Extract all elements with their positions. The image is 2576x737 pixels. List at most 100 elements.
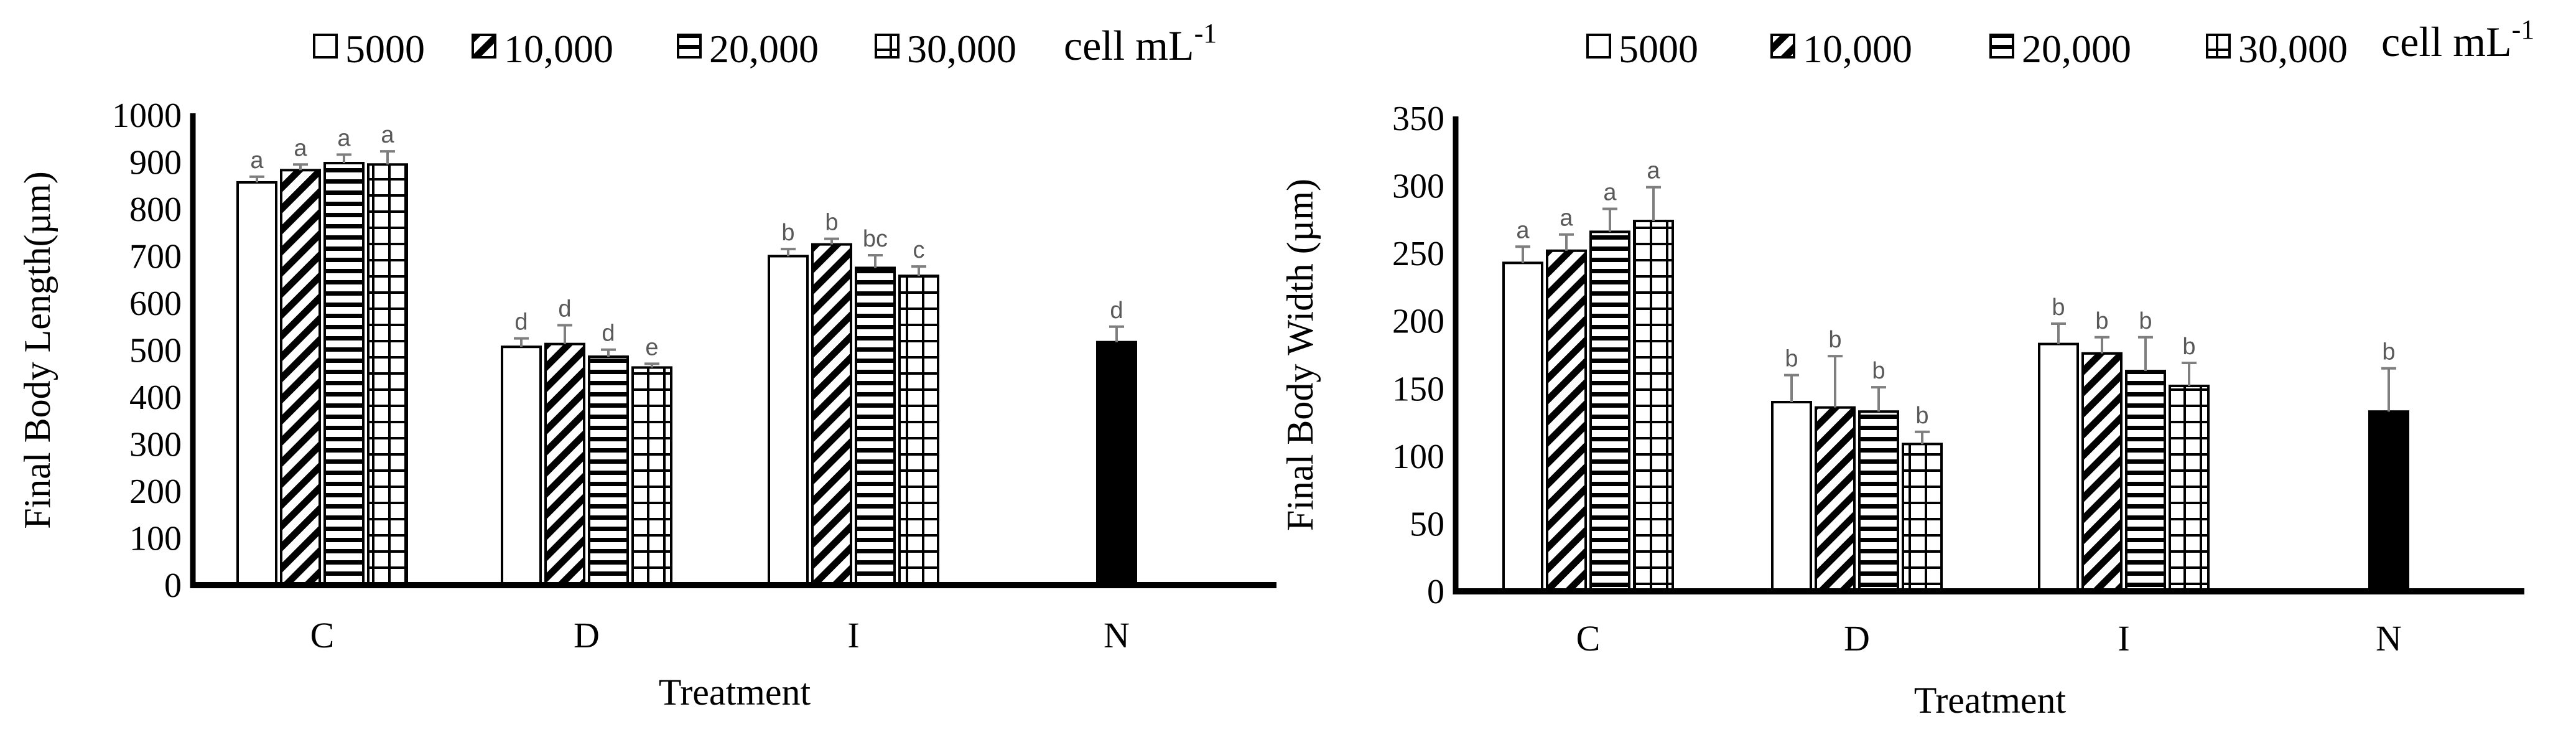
legend-label-10000: 10,000 bbox=[1803, 27, 1912, 71]
bar-I-30000 bbox=[2169, 384, 2210, 593]
y-tick-label: 200 bbox=[129, 472, 182, 511]
significance-label: b bbox=[1785, 346, 1798, 372]
significance-label: b bbox=[1828, 327, 1841, 353]
legend-unit-superscript: -1 bbox=[1194, 18, 1217, 49]
bar-C-30000 bbox=[1633, 220, 1674, 593]
significance-label: b bbox=[825, 210, 838, 236]
x-axis-title: Treatment bbox=[1914, 680, 2067, 721]
bar-D-20000 bbox=[1858, 410, 1899, 593]
significance-label: d bbox=[1110, 298, 1123, 324]
y-tick-label: 900 bbox=[129, 144, 182, 182]
significance-label: c bbox=[913, 237, 925, 263]
legend-label-20000: 20,000 bbox=[2022, 27, 2131, 71]
legend-label-5000: 5000 bbox=[345, 27, 425, 71]
y-tick-label: 1000 bbox=[112, 96, 182, 135]
bar-C-10000 bbox=[1546, 249, 1587, 593]
significance-label: e bbox=[645, 334, 658, 360]
legend-swatch-5000 bbox=[313, 34, 338, 59]
legend-swatch-20000 bbox=[677, 34, 702, 59]
y-tick-label: 150 bbox=[1392, 370, 1444, 408]
legend-label-20000: 20,000 bbox=[709, 27, 819, 71]
x-category-label: D bbox=[1844, 618, 1870, 659]
bar-C-5000 bbox=[1502, 261, 1543, 593]
y-tick-label: 800 bbox=[129, 190, 182, 229]
y-tick-label: 250 bbox=[1392, 235, 1444, 273]
legend-label-30000: 30,000 bbox=[2238, 27, 2348, 71]
significance-label: a bbox=[337, 125, 351, 151]
x-axis-title: Treatment bbox=[659, 672, 811, 713]
y-tick-label: 300 bbox=[1392, 167, 1444, 206]
y-tick-label: 700 bbox=[129, 238, 182, 276]
significance-label: a bbox=[250, 148, 264, 174]
significance-label: a bbox=[1516, 217, 1530, 243]
significance-label: a bbox=[1647, 158, 1660, 184]
legend-label-5000: 5000 bbox=[1619, 27, 1698, 71]
y-tick-label: 400 bbox=[129, 378, 182, 417]
bar-C-20000 bbox=[1589, 230, 1630, 593]
legend-label-30000: 30,000 bbox=[907, 27, 1016, 71]
bar-C-20000 bbox=[323, 162, 365, 586]
legend-unit: cell mL-1 bbox=[1064, 18, 1217, 69]
x-category-label: N bbox=[1104, 615, 1130, 655]
y-tick-label: 0 bbox=[1427, 573, 1444, 611]
bar-I-30000 bbox=[898, 275, 939, 586]
x-category-label: D bbox=[574, 615, 600, 655]
bar-I-20000 bbox=[855, 266, 896, 586]
legend-swatch-5000 bbox=[1586, 34, 1611, 59]
legend-label-10000: 10,000 bbox=[504, 27, 613, 71]
significance-label: a bbox=[381, 122, 394, 148]
legend-swatch-10000 bbox=[1770, 34, 1795, 59]
bar-I-20000 bbox=[2125, 370, 2166, 593]
x-category-label: I bbox=[2118, 618, 2129, 659]
y-tick-label: 100 bbox=[1392, 438, 1444, 476]
bar-I-10000 bbox=[811, 243, 852, 586]
legend-unit-text: cell mL bbox=[1064, 22, 1194, 69]
y-tick-label: 200 bbox=[1392, 303, 1444, 341]
x-category-label: N bbox=[2376, 618, 2402, 659]
significance-label: b bbox=[1915, 403, 1928, 429]
legend-swatch-30000 bbox=[875, 34, 900, 59]
y-tick-label: 350 bbox=[1392, 100, 1444, 138]
bar-D-10000 bbox=[1815, 406, 1856, 593]
bar-D-10000 bbox=[544, 342, 585, 586]
x-category-label: I bbox=[847, 615, 859, 655]
significance-label: b bbox=[1872, 358, 1885, 384]
bar-C-5000 bbox=[236, 181, 277, 586]
significance-label: a bbox=[1603, 179, 1617, 205]
bar-D-20000 bbox=[588, 355, 629, 586]
bar-C-10000 bbox=[280, 169, 321, 586]
legend-swatch-20000 bbox=[1989, 34, 2014, 59]
legend-unit: cell mL-1 bbox=[2381, 14, 2534, 65]
significance-label: b bbox=[2139, 308, 2152, 334]
x-category-label: C bbox=[1576, 618, 1601, 659]
bar-I-5000 bbox=[2038, 342, 2079, 593]
legend-unit-superscript: -1 bbox=[2512, 14, 2535, 45]
significance-label: b bbox=[2382, 339, 2395, 365]
body-width-chart: 0 50 100 150 200 250 300 350 Final Body Width (µ… bbox=[1280, 100, 2524, 721]
bar-I-5000 bbox=[768, 255, 809, 586]
legend-right: 5000 10,000 20,000 30,000 cell mL-1 bbox=[1586, 14, 2534, 71]
significance-label: a bbox=[1560, 205, 1573, 232]
y-axis-title: Final Body Width (µm) bbox=[1280, 179, 1321, 531]
bar-N-ControlN bbox=[1096, 340, 1137, 586]
significance-label: d bbox=[602, 321, 615, 347]
bar-D-30000 bbox=[1902, 443, 1943, 593]
body-length-chart: 0 100 200 300 400 500 600 700 800 900 1000 Final Bo… bbox=[17, 96, 1276, 713]
significance-label: d bbox=[514, 309, 528, 336]
y-tick-label: 500 bbox=[129, 332, 182, 370]
y-tick-label: 0 bbox=[164, 566, 182, 605]
bar-D-5000 bbox=[501, 345, 542, 587]
y-axis-title: Final Body Length(µm) bbox=[17, 171, 58, 529]
legend-swatch-10000 bbox=[472, 34, 496, 59]
legend-left: 5000 10,000 20,000 30,000 cell mL-1 bbox=[313, 18, 1217, 71]
significance-label: bc bbox=[863, 226, 888, 252]
bar-N-ControlN bbox=[2368, 410, 2409, 593]
bar-C-30000 bbox=[367, 163, 408, 586]
significance-label: b bbox=[781, 220, 794, 246]
significance-label: b bbox=[2052, 294, 2065, 321]
bar-D-30000 bbox=[631, 366, 672, 586]
y-tick-label: 100 bbox=[129, 520, 182, 558]
significance-label: b bbox=[2095, 308, 2108, 334]
significance-label: d bbox=[558, 296, 571, 322]
